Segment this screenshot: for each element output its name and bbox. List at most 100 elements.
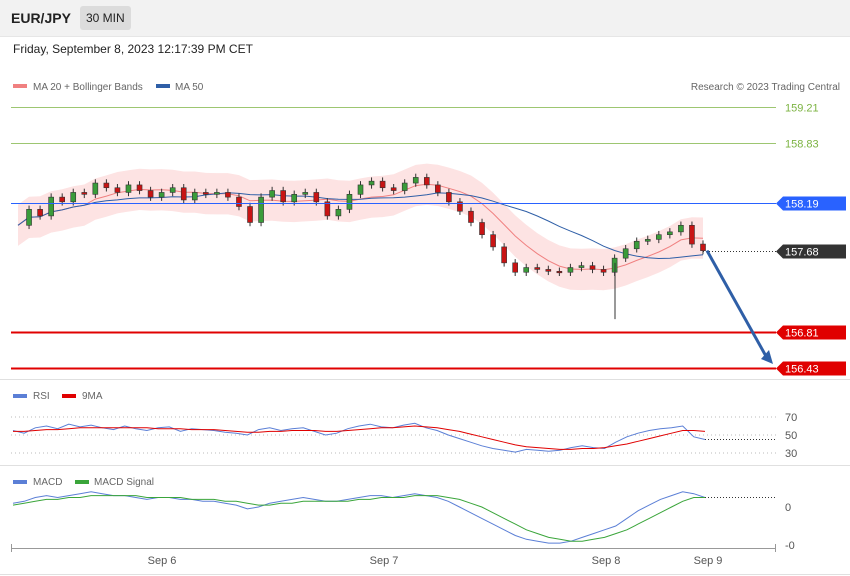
macd-line bbox=[12, 491, 706, 544]
rsi-ma-swatch bbox=[62, 394, 76, 398]
candle-down bbox=[37, 209, 43, 217]
candle-up bbox=[302, 192, 309, 195]
candle-down bbox=[545, 269, 552, 272]
candle-down bbox=[490, 234, 496, 248]
instrument-title: EUR/JPY bbox=[11, 10, 71, 26]
level-label: 157.68 bbox=[785, 247, 819, 259]
ma50-line bbox=[17, 192, 704, 260]
candle-up bbox=[401, 182, 408, 191]
candle-up bbox=[644, 239, 651, 242]
candle-down bbox=[280, 190, 286, 203]
rsi-tick-50: 50 bbox=[785, 430, 797, 442]
candle-up bbox=[357, 184, 364, 195]
macd-signal-swatch bbox=[75, 480, 89, 484]
candle-up bbox=[667, 231, 673, 235]
candle-down bbox=[236, 196, 242, 207]
candle-down bbox=[589, 265, 596, 270]
candle-down bbox=[423, 177, 430, 186]
candle-down bbox=[457, 201, 463, 212]
macd-panel bbox=[12, 491, 776, 544]
macd-signal-legend-label: MACD Signal bbox=[94, 477, 154, 488]
level-label: 159.21 bbox=[785, 103, 819, 115]
x-tick-label: Sep 9 bbox=[694, 555, 723, 567]
timeframe-button[interactable]: 30 MIN bbox=[80, 6, 131, 30]
rsi-panel bbox=[11, 416, 776, 454]
candle-down bbox=[600, 269, 607, 273]
candle-up bbox=[269, 190, 275, 198]
credit-text: Research © 2023 Trading Central bbox=[691, 82, 840, 93]
ma20-swatch bbox=[13, 84, 27, 88]
macd-tick-zero: 0 bbox=[785, 502, 791, 514]
candle-down bbox=[556, 270, 563, 274]
level-tag bbox=[776, 361, 846, 376]
level-label: 156.43 bbox=[785, 364, 819, 376]
macd-signal-line bbox=[12, 495, 705, 542]
candle-up bbox=[567, 267, 574, 273]
candle-up bbox=[92, 182, 99, 195]
candle-up bbox=[368, 180, 375, 186]
x-tick-label: Sep 6 bbox=[148, 555, 177, 567]
candle-down bbox=[479, 222, 485, 235]
candle-down bbox=[203, 192, 209, 195]
x-tick-label: Sep 8 bbox=[592, 555, 621, 567]
level-tag bbox=[776, 244, 846, 259]
ma50-legend-label: MA 50 bbox=[175, 82, 204, 93]
candle-up bbox=[678, 224, 684, 233]
candle-down bbox=[700, 243, 706, 251]
rsi-ma-legend-label: 9MA bbox=[82, 391, 103, 402]
candle-up bbox=[523, 267, 530, 273]
candle-down bbox=[59, 196, 65, 203]
candle-up bbox=[258, 196, 264, 223]
candle-up bbox=[291, 194, 298, 203]
candle-down bbox=[468, 210, 474, 223]
x-tick-label: Sep 7 bbox=[370, 555, 399, 567]
candle-down bbox=[225, 192, 231, 198]
candle-up bbox=[70, 192, 77, 203]
chart-header: EUR/JPY 30 MIN bbox=[0, 0, 850, 37]
candle-up bbox=[335, 209, 342, 217]
rsi-swatch bbox=[13, 394, 27, 398]
macd-swatch bbox=[13, 480, 27, 484]
candle-down bbox=[534, 267, 541, 270]
rsi-ma-line bbox=[13, 425, 706, 450]
ma50-swatch bbox=[156, 84, 170, 88]
candle-down bbox=[324, 201, 331, 217]
candle-down bbox=[390, 187, 397, 191]
macd-legend-label: MACD bbox=[33, 477, 62, 488]
candle-down bbox=[180, 187, 187, 201]
candle-up bbox=[125, 184, 132, 193]
candle-up bbox=[191, 192, 198, 201]
candle-down bbox=[114, 187, 121, 193]
candle-up bbox=[48, 196, 54, 217]
candle-down bbox=[501, 246, 507, 264]
candle-down bbox=[103, 182, 110, 189]
forecast-arrow bbox=[705, 249, 769, 359]
candle-up bbox=[412, 177, 419, 184]
level-label: 158.19 bbox=[785, 199, 819, 211]
candle-up bbox=[214, 192, 220, 195]
candle-down bbox=[512, 262, 518, 273]
forecast-arrowhead bbox=[761, 350, 773, 364]
level-label: 156.81 bbox=[785, 328, 819, 340]
ma20-legend-label: MA 20 + Bollinger Bands bbox=[33, 82, 143, 93]
candle-down bbox=[313, 192, 320, 203]
rsi-tick-30: 30 bbox=[785, 448, 797, 460]
main-legend: MA 20 + Bollinger Bands MA 50 Research ©… bbox=[13, 82, 840, 93]
bollinger-band bbox=[18, 163, 703, 291]
timestamp: Friday, September 8, 2023 12:17:39 PM CE… bbox=[13, 42, 253, 56]
candle-down bbox=[81, 192, 88, 195]
candle-down bbox=[435, 184, 441, 193]
candle-down bbox=[689, 224, 695, 245]
candle-up bbox=[26, 209, 32, 226]
rsi-line bbox=[12, 422, 706, 453]
macd-legend: MACD MACD Signal bbox=[13, 477, 154, 488]
candle-up bbox=[169, 187, 176, 193]
rsi-legend: RSI 9MA bbox=[13, 391, 103, 402]
candle-up bbox=[158, 192, 165, 198]
level-label: 158.83 bbox=[785, 139, 819, 151]
price-panel bbox=[17, 163, 706, 320]
candle-up bbox=[633, 240, 640, 250]
rsi-legend-label: RSI bbox=[33, 391, 50, 402]
